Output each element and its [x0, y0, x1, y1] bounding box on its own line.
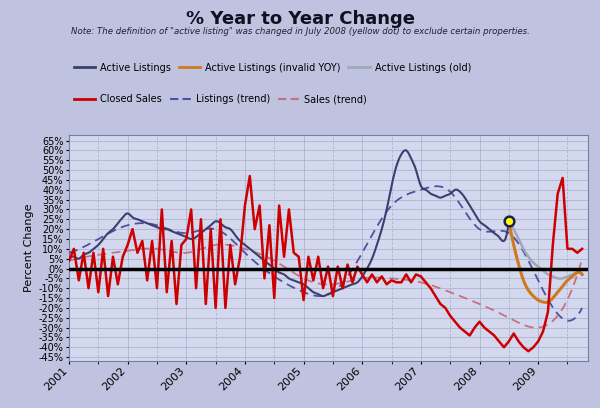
Text: Note: The definition of "active listing" was changed in July 2008 (yellow dot) t: Note: The definition of "active listing"…	[71, 27, 529, 35]
Y-axis label: Percent Change: Percent Change	[24, 204, 34, 292]
Text: % Year to Year Change: % Year to Year Change	[185, 10, 415, 28]
Legend: Closed Sales, Listings (trend), Sales (trend): Closed Sales, Listings (trend), Sales (t…	[74, 94, 367, 104]
